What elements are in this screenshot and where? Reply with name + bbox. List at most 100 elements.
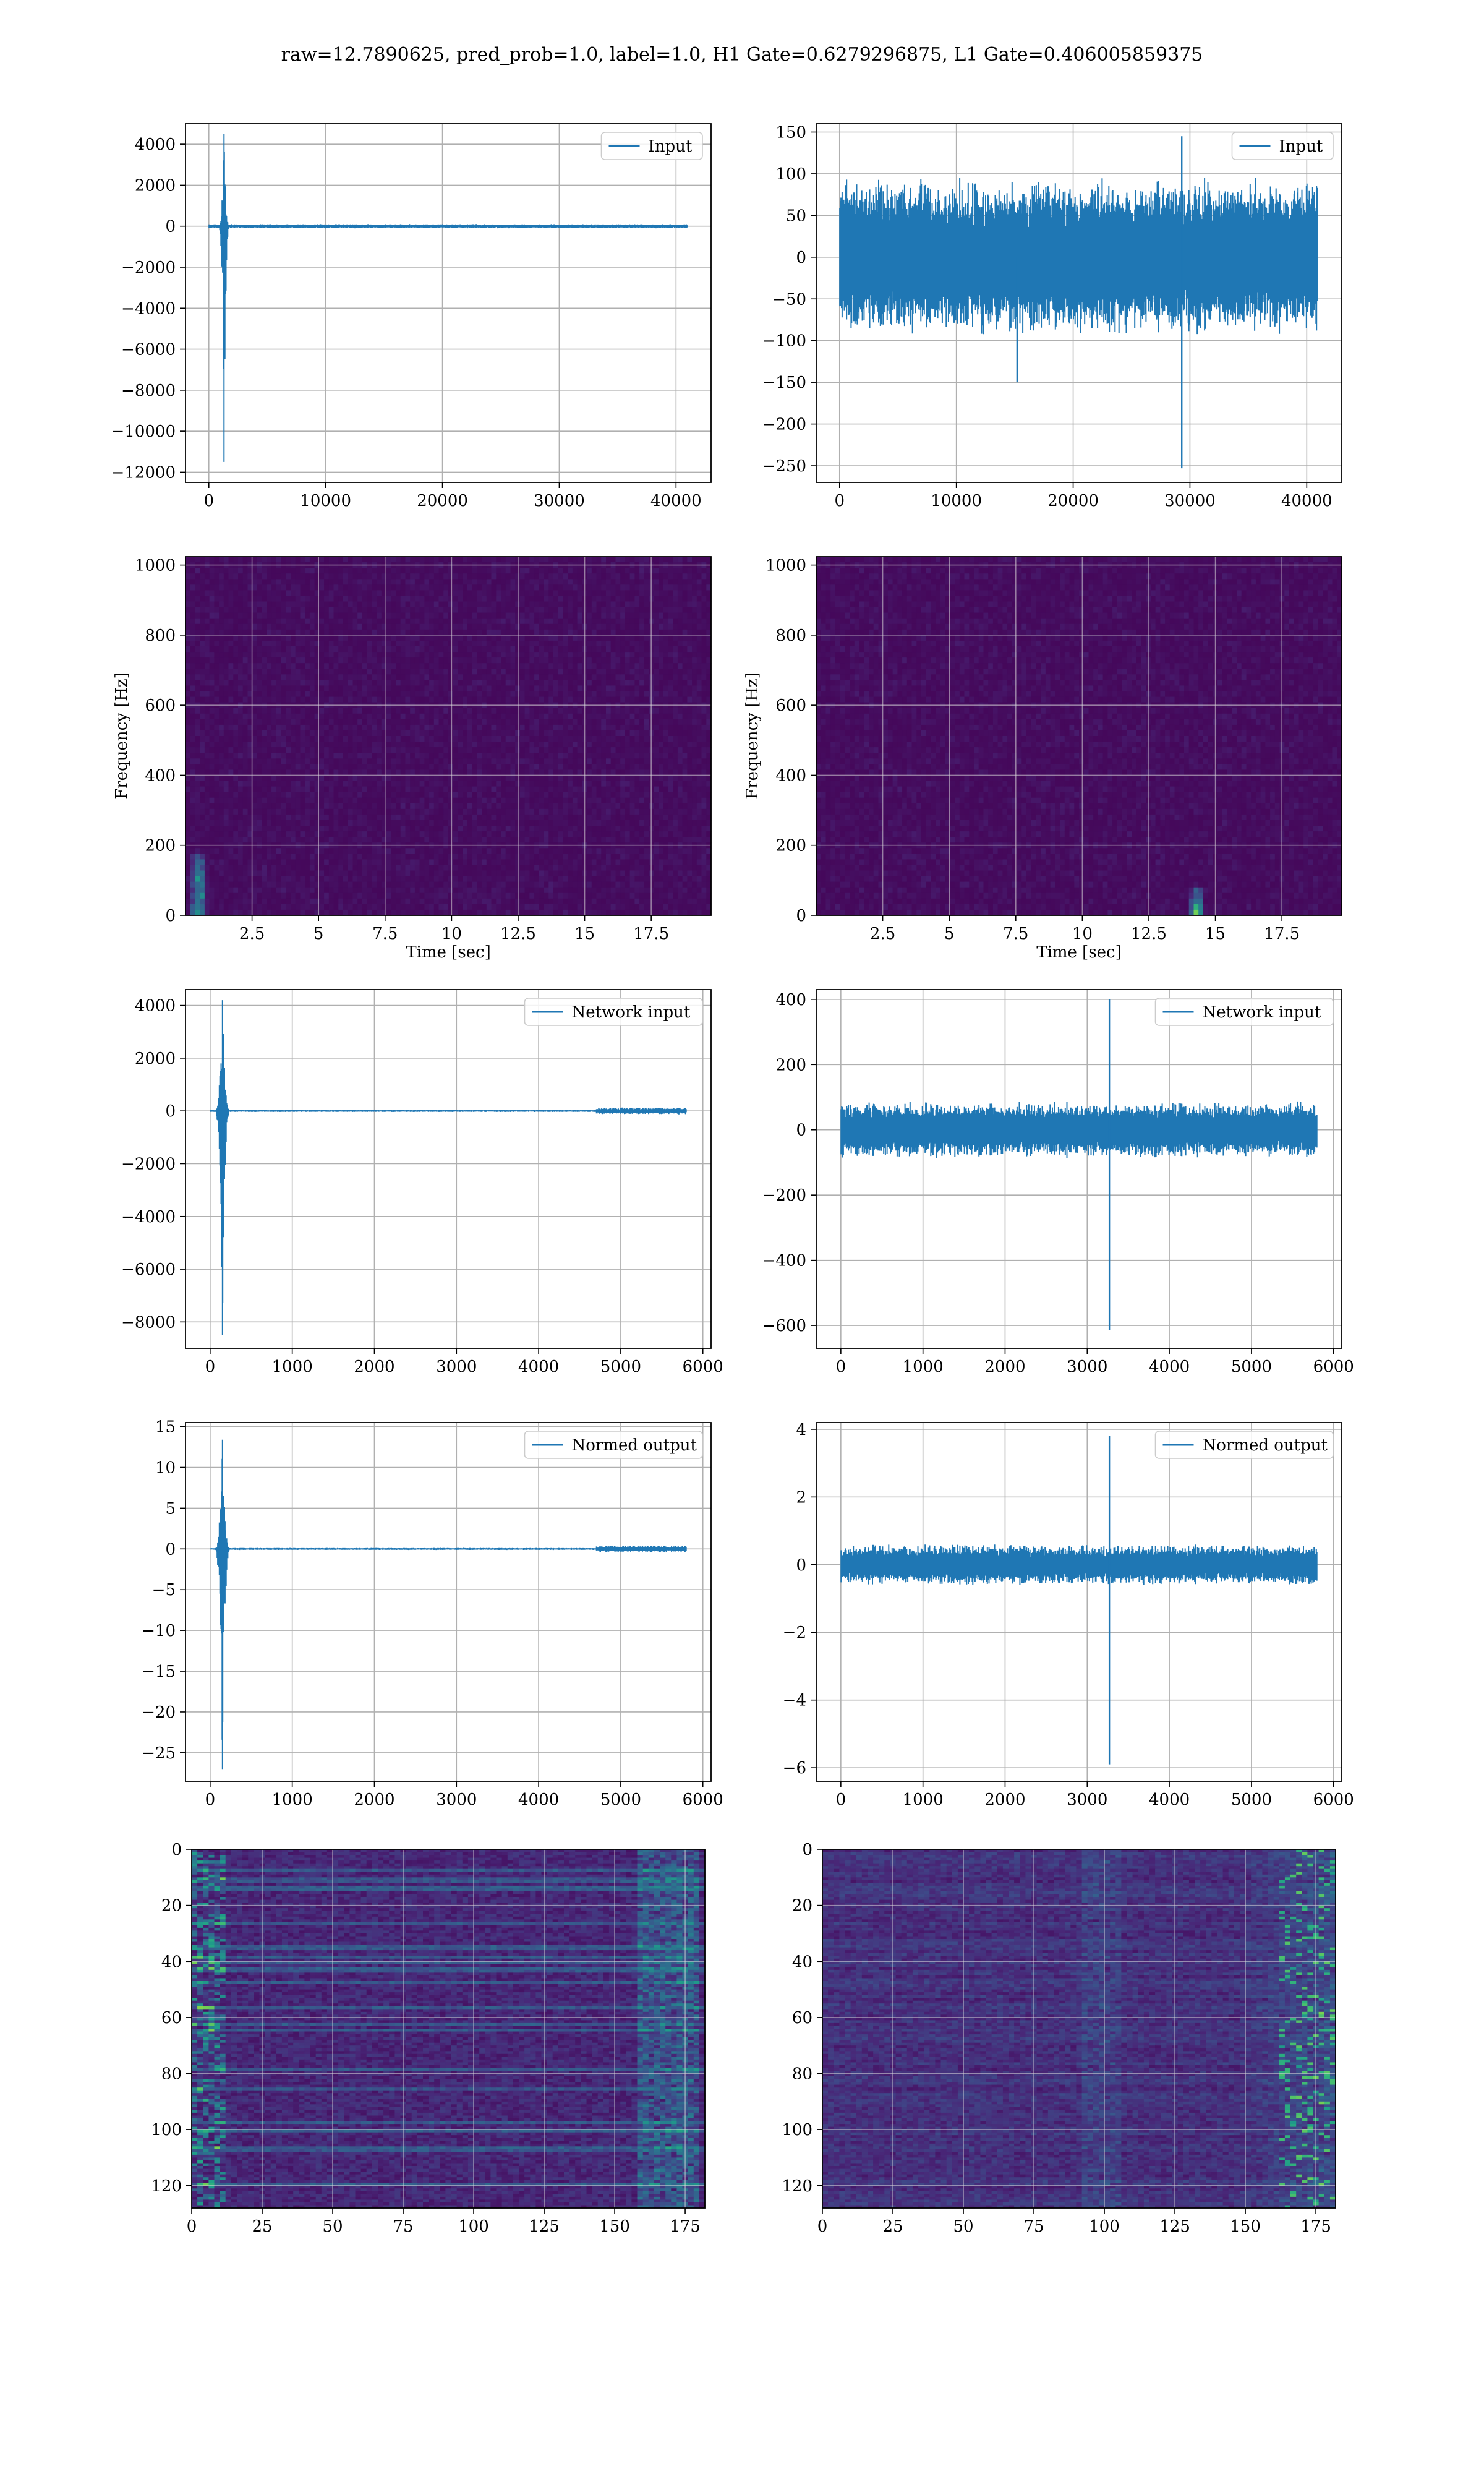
h1-spectrogram-image — [186, 557, 712, 916]
h1-input-xtick-label: 10000 — [300, 492, 351, 510]
l1-feature-map-ytick-label: 0 — [802, 1841, 812, 1859]
l1-normed-output-xtick-label: 1000 — [903, 1791, 944, 1809]
h1-feature-map-ytick-label: 60 — [161, 2009, 182, 2027]
h1-spectrogram-xtick-label: 2.5 — [239, 925, 265, 943]
h1-feature-map-ytick-label: 0 — [171, 1841, 182, 1859]
h1-input-legend: Input — [602, 132, 703, 160]
h1-network-input-ytick-label: −4000 — [121, 1208, 176, 1226]
h1-normed-output-xtick-label: 0 — [205, 1791, 216, 1809]
h1-spectrogram-xlabel: Time [sec] — [406, 943, 491, 962]
h1-normed-output-ytick-label: 15 — [155, 1418, 176, 1437]
h1-input-xtick-label: 0 — [204, 492, 215, 510]
h1-network-input-plot-area — [186, 990, 711, 1348]
h1-feature-map-ytick-label: 80 — [161, 2065, 182, 2084]
h1-input-xtick-label: 20000 — [417, 492, 468, 510]
h1-input-ytick-label: −2000 — [121, 259, 176, 277]
l1-spectrogram-xtick-label: 15 — [1205, 925, 1226, 943]
h1-network-input-axes: 0 1000 2000 3000 4000 5000 6000−8000−6000−4000… — [121, 990, 723, 1376]
h1-normed-output-xtick-label: 1000 — [272, 1791, 313, 1809]
l1-network-input-xtick-label: 5000 — [1231, 1358, 1272, 1376]
h1-normed-output-xtick-label: 3000 — [436, 1791, 477, 1809]
h1-normed-output-ytick-label: −5 — [152, 1581, 176, 1599]
h1-spectrogram-xtick-label: 17.5 — [633, 925, 669, 943]
h1-network-input-xtick-label: 2000 — [354, 1358, 394, 1376]
l1-network-input-ytick-label: −600 — [762, 1317, 806, 1335]
h1-feature-map-xtick-label: 25 — [252, 2217, 272, 2236]
l1-normed-output-ytick-label: −2 — [783, 1624, 806, 1642]
h1-input-ytick-label: 0 — [165, 218, 176, 236]
h1-spectrogram-xtick-label: 10 — [441, 925, 462, 943]
h1-spectrogram-ytick-label: 200 — [145, 837, 176, 855]
h1-input-xtick-label: 40000 — [650, 492, 702, 510]
l1-input-ytick-label: −150 — [762, 374, 806, 392]
l1-normed-output-ytick-label: −4 — [783, 1692, 806, 1710]
l1-normed-output-ytick-label: −6 — [783, 1759, 806, 1778]
h1-feature-map-xtick-label: 0 — [187, 2217, 197, 2236]
l1-spectrogram-xtick-label: 2.5 — [870, 925, 895, 943]
l1-feature-map-ytick-label: 80 — [792, 2065, 812, 2084]
h1-feature-map-xtick-label: 75 — [393, 2217, 413, 2236]
l1-input-xtick-label: 20000 — [1047, 492, 1099, 510]
l1-normed-output-xtick-label: 3000 — [1067, 1791, 1107, 1809]
l1-input-ytick-label: 0 — [796, 249, 806, 267]
l1-network-input-ytick-label: 200 — [775, 1056, 806, 1074]
h1-normed-output-ytick-label: 0 — [165, 1540, 176, 1559]
h1-normed-output-ytick-label: −10 — [142, 1622, 176, 1640]
l1-feature-map-ytick-label: 100 — [782, 2121, 812, 2139]
h1-input-legend-label: Input — [649, 137, 693, 156]
l1-feature-map-xtick-label: 125 — [1159, 2217, 1190, 2236]
l1-input-xtick-label: 0 — [835, 492, 845, 510]
l1-spectrogram-image — [816, 557, 1342, 916]
l1-input-xtick-label: 30000 — [1164, 492, 1216, 510]
h1-normed-output-ytick-label: −20 — [142, 1703, 176, 1722]
l1-spectrogram-xtick-label: 17.5 — [1264, 925, 1300, 943]
l1-input-ytick-label: −50 — [772, 290, 806, 309]
h1-network-input-legend: Network input — [525, 998, 703, 1025]
h1-input-axes: 0 10000 20000 30000 40000−12000−10000−8000−6… — [111, 124, 712, 510]
h1-feature-map-ytick-label: 20 — [161, 1897, 182, 1915]
l1-normed-output-ytick-label: 2 — [796, 1488, 806, 1507]
h1-network-input-xtick-label: 3000 — [436, 1358, 477, 1376]
l1-spectrogram-ytick-label: 1000 — [765, 557, 806, 575]
l1-normed-output-xtick-label: 2000 — [984, 1791, 1025, 1809]
h1-spectrogram-ytick-label: 400 — [145, 766, 176, 785]
l1-network-input-ytick-label: −200 — [762, 1186, 806, 1205]
l1-spectrogram-ytick-label: 0 — [796, 907, 806, 925]
h1-network-input-ytick-label: 2000 — [135, 1050, 176, 1068]
h1-normed-output-xtick-label: 6000 — [683, 1791, 723, 1809]
l1-network-input-xtick-label: 1000 — [903, 1358, 944, 1376]
h1-spectrogram-ytick-label: 1000 — [135, 557, 176, 575]
l1-feature-map-xtick-label: 175 — [1300, 2217, 1331, 2236]
h1-spectrogram-xtick-label: 7.5 — [372, 925, 398, 943]
h1-spectrogram-ytick-label: 800 — [145, 627, 176, 645]
l1-feature-map-ytick-label: 60 — [792, 2009, 812, 2027]
l1-spectrogram-ytick-label: 400 — [775, 766, 806, 785]
l1-spectrogram-ylabel: Frequency [Hz] — [743, 672, 762, 800]
h1-normed-output-xtick-label: 4000 — [518, 1791, 559, 1809]
h1-input-plot-area — [186, 124, 711, 482]
figure-suptitle: raw=12.7890625, pred_prob=1.0, label=1.0… — [281, 44, 1203, 66]
h1-feature-map-xtick-label: 125 — [529, 2217, 560, 2236]
l1-feature-map-xtick-label: 25 — [882, 2217, 903, 2236]
l1-spectrogram-ytick-label: 600 — [775, 696, 806, 715]
l1-feature-map-xtick-label: 0 — [817, 2217, 828, 2236]
h1-spectrogram-xtick-label: 5 — [313, 925, 324, 943]
l1-network-input-xtick-label: 3000 — [1067, 1358, 1107, 1376]
l1-input-axes: 0 10000 20000 30000 40000−250−200−150−100−50… — [762, 123, 1342, 510]
h1-network-input-xtick-label: 4000 — [518, 1358, 559, 1376]
h1-network-input-ytick-label: −2000 — [121, 1155, 176, 1173]
l1-network-input-xtick-label: 0 — [836, 1358, 846, 1376]
l1-input-ytick-label: −100 — [762, 332, 806, 351]
l1-normed-output-axes: 0 1000 2000 3000 4000 5000 6000−6−4−2024Normed… — [783, 1421, 1354, 1809]
h1-spectrogram-xtick-label: 12.5 — [500, 925, 536, 943]
l1-network-input-legend-label: Network input — [1203, 1003, 1321, 1022]
l1-spectrogram-xtick-label: 10 — [1072, 925, 1093, 943]
h1-feature-map-xtick-label: 175 — [670, 2217, 701, 2236]
l1-network-input-ytick-label: 0 — [796, 1121, 806, 1140]
h1-network-input-xtick-label: 5000 — [600, 1358, 641, 1376]
l1-network-input-ytick-label: −400 — [762, 1252, 806, 1270]
l1-spectrogram-xtick-label: 12.5 — [1131, 925, 1167, 943]
l1-normed-output-legend-label: Normed output — [1203, 1436, 1328, 1455]
l1-feature-map-image — [822, 1849, 1336, 2209]
